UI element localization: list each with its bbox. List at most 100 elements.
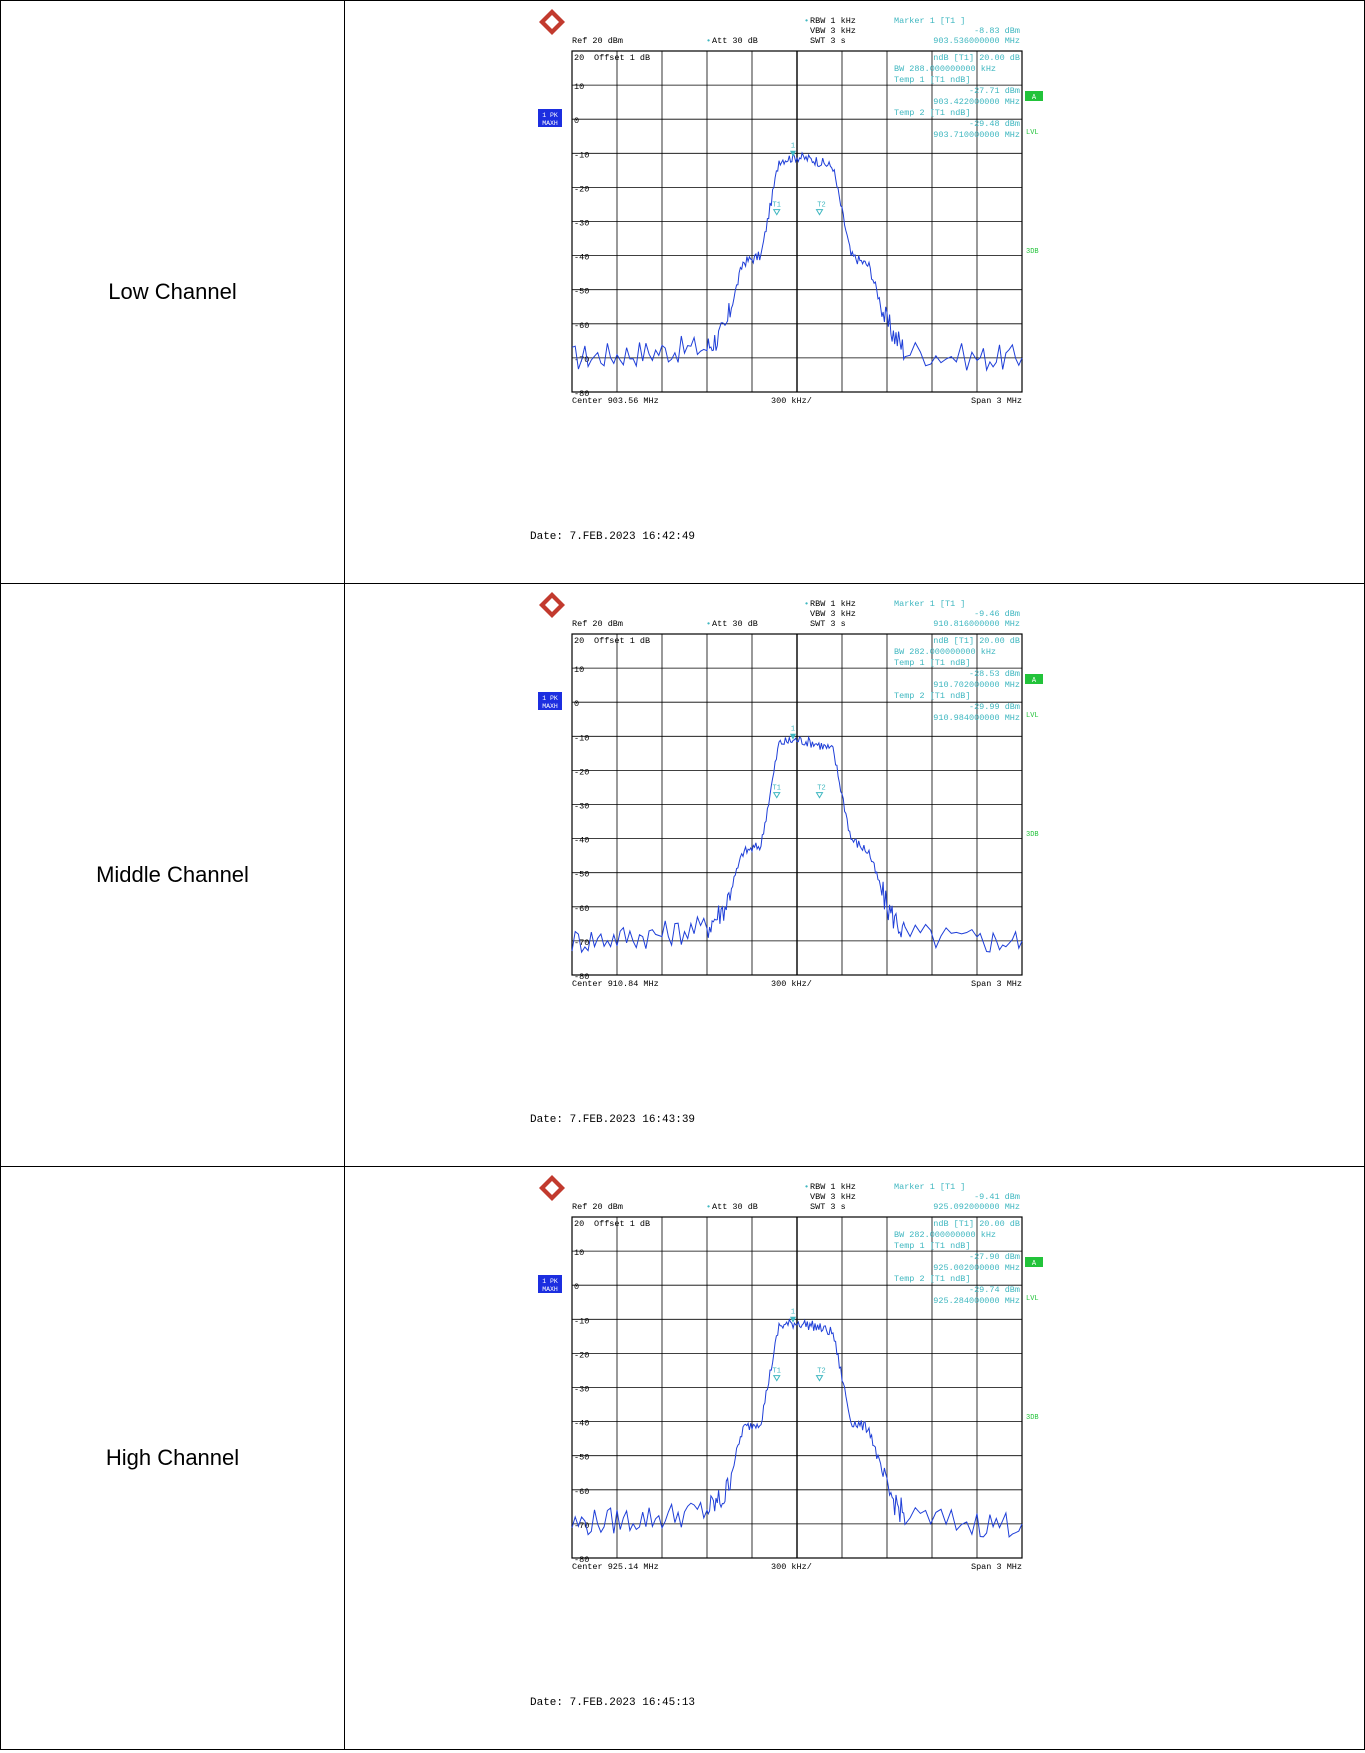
lvl-label: LVL [1026, 1295, 1039, 1303]
capture-date: Date: 7.FEB.2023 16:43:39 [530, 1114, 696, 1126]
rbw-text: RBW 1 kHz [810, 599, 856, 609]
plot-cell: • RBW 1 kHz VBW 3 kHz SWT 3 s Ref 20 dBm • Att… [344, 0, 1365, 584]
lvl-label: LVL [1026, 129, 1039, 137]
t2-marker-icon [815, 792, 824, 799]
analyzer-screenshot: • RBW 1 kHz VBW 3 kHz SWT 3 s Ref 20 dBm • Att… [530, 7, 1100, 577]
y-tick-label: -50 [574, 870, 589, 880]
y-tick-label: 20 [574, 53, 584, 63]
trace-badge-maxh: MAXH [542, 1286, 558, 1293]
ndb-line: Temp 1 [T1 ndB] [894, 1241, 971, 1251]
y-tick-label: -60 [574, 321, 589, 331]
y-tick-label: -70 [574, 1521, 589, 1531]
y-tick-label: -20 [574, 1350, 589, 1360]
plot-cell: • RBW 1 kHz VBW 3 kHz SWT 3 s Ref 20 dBm • Att… [344, 583, 1365, 1167]
ndb-line: -29.99 dBm [969, 702, 1020, 712]
ndb-line: ndB [T1] 20.00 dB [933, 636, 1020, 646]
capture-date: Date: 7.FEB.2023 16:42:49 [530, 531, 696, 543]
spectrum-trace [571, 1318, 1023, 1538]
att-star: • [706, 619, 711, 629]
y-tick-label: -40 [574, 1419, 589, 1429]
y-tick-label: -60 [574, 1487, 589, 1497]
channel-label: Middle Channel [0, 583, 345, 1167]
ndb-line: -28.53 dBm [969, 669, 1020, 679]
t1-label: T1 [773, 785, 781, 793]
y-tick-label: -60 [574, 904, 589, 914]
marker-level: -9.41 dBm [974, 1192, 1020, 1202]
marker-1-label: 1 [791, 1309, 795, 1317]
three-db-label: 3DB [1026, 248, 1039, 256]
center-freq-text: Center 903.56 MHz [572, 396, 659, 406]
a-badge-label: A [1032, 677, 1037, 685]
plot-cell: • RBW 1 kHz VBW 3 kHz SWT 3 s Ref 20 dBm • Att… [344, 1166, 1365, 1750]
att-text: Att 30 dB [712, 619, 758, 629]
t1-marker-icon [772, 792, 781, 799]
ndb-line: ndB [T1] 20.00 dB [933, 53, 1020, 63]
att-text: Att 30 dB [712, 1202, 758, 1212]
att-star: • [706, 36, 711, 46]
vbw-text: VBW 3 kHz [810, 609, 856, 619]
swt-text: SWT 3 s [810, 619, 846, 629]
marker-freq: 910.816000000 MHz [933, 619, 1020, 629]
marker-freq: 903.536000000 MHz [933, 36, 1020, 46]
ndb-line: Temp 1 [T1 ndB] [894, 658, 971, 668]
ndb-line: ndB [T1] 20.00 dB [933, 1219, 1020, 1229]
swt-text: SWT 3 s [810, 36, 846, 46]
swt-text: SWT 3 s [810, 1202, 846, 1212]
marker-1-icon [790, 1316, 796, 1323]
y-tick-label: 0 [574, 699, 579, 709]
t1-label: T1 [773, 202, 781, 210]
ndb-line: -29.74 dBm [969, 1285, 1020, 1295]
lvl-label: LVL [1026, 712, 1039, 720]
y-tick-label: 20 [574, 1219, 584, 1229]
y-tick-label: -50 [574, 1453, 589, 1463]
y-tick-label: -80 [574, 389, 589, 399]
rbw-text: RBW 1 kHz [810, 1182, 856, 1192]
trace-badge-pk: 1 PK [542, 695, 558, 702]
ndb-line: -27.90 dBm [969, 1252, 1020, 1262]
y-tick-label: -30 [574, 1385, 589, 1395]
a-badge [1025, 1257, 1043, 1267]
ndb-line: 903.422000000 MHz [933, 97, 1020, 107]
t2-marker-icon [815, 209, 824, 216]
trace-badge-maxh: MAXH [542, 120, 558, 127]
att-star: • [706, 1202, 711, 1212]
marker-title: Marker 1 [T1 ] [894, 1182, 965, 1192]
ndb-line: Temp 2 [T1 ndB] [894, 691, 971, 701]
three-db-label: 3DB [1026, 1414, 1039, 1422]
trace-badge-maxh: MAXH [542, 703, 558, 710]
y-tick-label: 0 [574, 1282, 579, 1292]
a-badge-label: A [1032, 94, 1037, 102]
trace-badge-pk: 1 PK [542, 1278, 558, 1285]
y-tick-label: -40 [574, 836, 589, 846]
t1-label: T1 [773, 1368, 781, 1376]
vbw-text: VBW 3 kHz [810, 1192, 856, 1202]
a-badge [1025, 674, 1043, 684]
ndb-line: 925.284000000 MHz [933, 1296, 1020, 1306]
ndb-line: BW 282.000000000 kHz [894, 1230, 996, 1240]
rohde-schwarz-logo-icon [539, 9, 565, 35]
y-tick-label: 10 [574, 665, 584, 675]
ndb-line: Temp 2 [T1 ndB] [894, 1274, 971, 1284]
div-text: 300 kHz/ [771, 396, 812, 406]
t2-label: T2 [817, 785, 825, 793]
y-tick-label: -50 [574, 287, 589, 297]
spectrum-trace [571, 151, 1023, 372]
y-tick-label: -80 [574, 972, 589, 982]
marker-level: -9.46 dBm [974, 609, 1020, 619]
marker-title: Marker 1 [T1 ] [894, 599, 965, 609]
table-row: Low Channel • RBW 1 kHz VBW 3 kHz SWT 3 s Re… [0, 0, 1365, 584]
t2-marker-icon [815, 1375, 824, 1382]
y-tick-label: -80 [574, 1555, 589, 1565]
span-text: Span 3 MHz [971, 396, 1022, 406]
ndb-line: -27.71 dBm [969, 86, 1020, 96]
center-freq-text: Center 925.14 MHz [572, 1562, 659, 1572]
rohde-schwarz-logo-icon [539, 592, 565, 618]
marker-title: Marker 1 [T1 ] [894, 16, 965, 26]
y-tick-label: 10 [574, 1248, 584, 1258]
y-tick-label: -10 [574, 150, 589, 160]
t2-label: T2 [817, 1368, 825, 1376]
